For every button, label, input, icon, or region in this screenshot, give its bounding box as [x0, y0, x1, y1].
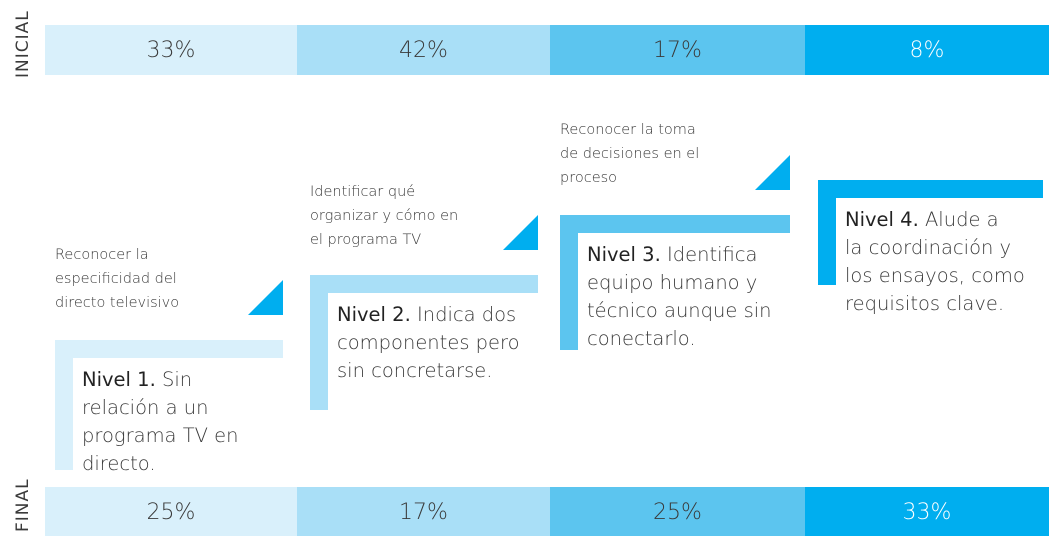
level-body: sin concretarse.: [337, 359, 493, 382]
percent-cell: 25%: [45, 487, 297, 536]
percent-cell: 33%: [805, 487, 1049, 536]
level-text: la coordinación y: [845, 234, 1011, 262]
level-body: programa TV en: [82, 424, 239, 447]
level-title: Nivel 3.: [587, 243, 661, 266]
percent-cell: 17%: [297, 487, 550, 536]
row-label: INICIAL: [13, 10, 33, 78]
percent-cell: 8%: [805, 25, 1049, 75]
level-body: requisitos clave.: [845, 292, 1005, 315]
step-horizontal: [818, 180, 1043, 198]
level-text: programa TV en: [82, 422, 239, 450]
level-text: Nivel 4. Alude a: [845, 206, 999, 234]
level-text: equipo humano y: [587, 269, 757, 297]
level-text: sin concretarse.: [337, 357, 492, 385]
step-arrow: [248, 280, 283, 315]
level-body: conectarlo.: [587, 327, 696, 350]
level-body: relación a un: [82, 396, 209, 419]
level-text: relación a un: [82, 394, 208, 422]
level-text: Nivel 1. Sin: [82, 366, 192, 394]
level-description: proceso: [560, 170, 618, 186]
level-title: Nivel 1.: [82, 368, 156, 391]
level-description: Reconocer la toma: [560, 122, 696, 138]
level-text: técnico aunque sin: [587, 297, 772, 325]
level-text: directo.: [82, 450, 156, 478]
level-body: Sin: [161, 368, 193, 391]
step-vertical: [560, 215, 578, 350]
step-horizontal: [560, 215, 790, 233]
level-title: Nivel 2.: [337, 303, 411, 326]
step-vertical: [818, 180, 836, 285]
level-text: los ensayos, como: [845, 262, 1025, 290]
step-vertical: [310, 275, 328, 410]
level-description: especificidad del: [55, 271, 177, 287]
step-horizontal: [310, 275, 538, 293]
step-vertical: [55, 340, 73, 470]
percent-cell: 33%: [45, 25, 297, 75]
level-body: Indica dos: [416, 303, 517, 326]
level-text: Nivel 2. Indica dos: [337, 301, 516, 329]
level-body: técnico aunque sin: [587, 299, 772, 322]
level-title: Nivel 4.: [845, 208, 919, 231]
step-arrow: [503, 215, 538, 250]
level-description: el programa TV: [310, 232, 422, 248]
level-description: Identificar qué: [310, 184, 416, 200]
percent-cell: 17%: [550, 25, 805, 75]
level-text: componentes pero: [337, 329, 520, 357]
level-description: de decisiones en el: [560, 146, 700, 162]
level-body: Identifica: [666, 243, 758, 266]
level-text: conectarlo.: [587, 325, 696, 353]
level-body: equipo humano y: [587, 271, 758, 294]
level-text: Nivel 3. Identifica: [587, 241, 757, 269]
level-description: Reconocer la: [55, 247, 149, 263]
level-body: la coordinación y: [845, 236, 1012, 259]
step-horizontal: [55, 340, 283, 358]
level-body: componentes pero: [337, 331, 520, 354]
level-body: Alude a: [924, 208, 999, 231]
level-text: requisitos clave.: [845, 290, 1004, 318]
step-arrow: [755, 155, 790, 190]
row-label: FINAL: [13, 478, 33, 532]
level-description: organizar y cómo en: [310, 208, 459, 224]
percent-cell: 42%: [297, 25, 550, 75]
level-body: los ensayos, como: [845, 264, 1025, 287]
level-body: directo.: [82, 452, 156, 475]
percent-cell: 25%: [550, 487, 805, 536]
level-description: directo televisivo: [55, 295, 180, 311]
